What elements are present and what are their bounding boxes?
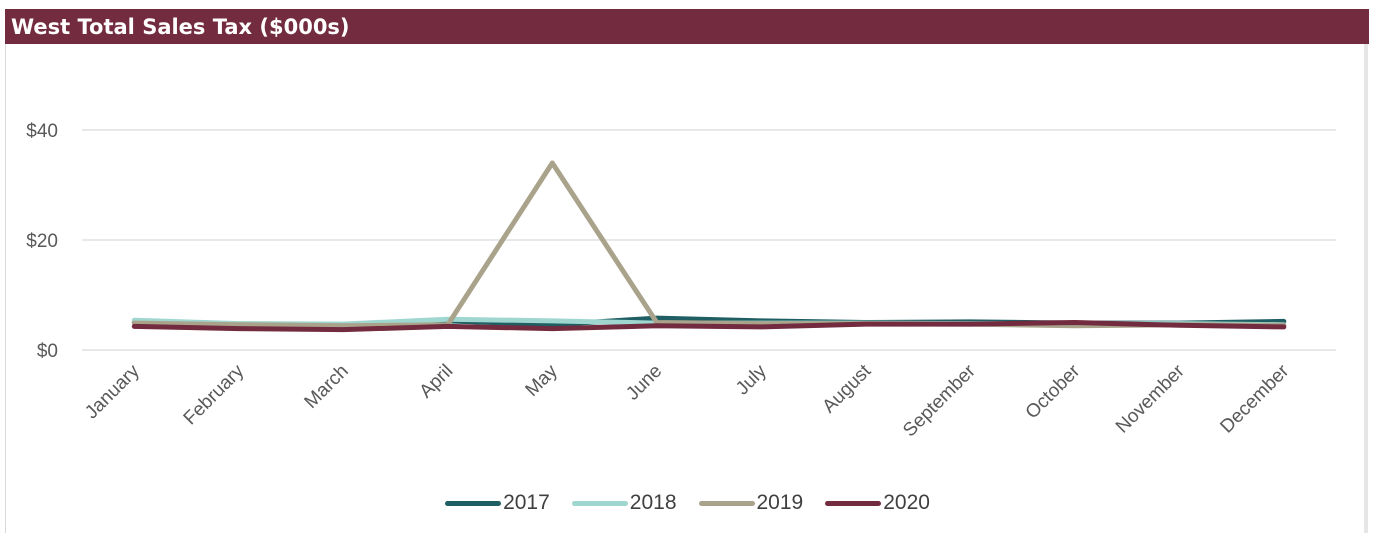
x-axis-ticks: January February March April May June July Augu… [81, 360, 1294, 441]
x-tick-label-may: May [522, 360, 563, 401]
chart-title: West Total Sales Tax ($000s) [11, 15, 350, 39]
legend-item-2017: 2017 [445, 491, 550, 515]
legend-label: 2020 [883, 491, 930, 514]
x-tick-label-july: July [732, 360, 771, 399]
legend-item-2018: 2018 [571, 491, 677, 515]
x-tick-label-february: February [180, 360, 249, 429]
y-axis-ticks: $0 $20 $40 [26, 121, 58, 362]
title-bar: West Total Sales Tax ($000s) [5, 9, 1369, 44]
legend-item-2019: 2019 [698, 491, 804, 515]
series-line-2019 [131, 160, 1287, 329]
x-tick-label-august: August [819, 360, 876, 417]
legend-label: 2019 [756, 491, 804, 514]
legend-item-2020: 2020 [825, 491, 930, 515]
y-tick-label: $20 [26, 231, 58, 252]
y-tick-label: $40 [26, 121, 58, 142]
legend-swatch [825, 500, 882, 506]
x-tick-label-october: October [1022, 360, 1085, 423]
legend-label: 2017 [503, 491, 550, 514]
series-line-2020 [131, 320, 1287, 333]
legend-swatch [571, 500, 628, 506]
x-tick-label-november: November [1112, 360, 1189, 437]
x-tick-label-march: March [301, 361, 353, 413]
legend-swatch [445, 500, 502, 506]
x-tick-label-december: December [1216, 360, 1293, 437]
chart-panel [5, 44, 1365, 533]
y-tick-label: $0 [37, 341, 58, 362]
chart-legend: 2017 2018 2019 2020 [0, 489, 1375, 517]
x-tick-label-january: January [81, 360, 144, 423]
legend-swatch [698, 500, 755, 506]
grid-lines [82, 129, 1336, 351]
x-tick-label-april: April [416, 361, 458, 403]
series-lines [131, 160, 1287, 333]
x-tick-label-september: September [899, 360, 980, 441]
legend-label: 2018 [629, 491, 677, 514]
panel-edge [1364, 44, 1368, 533]
x-tick-label-june: June [622, 361, 666, 405]
